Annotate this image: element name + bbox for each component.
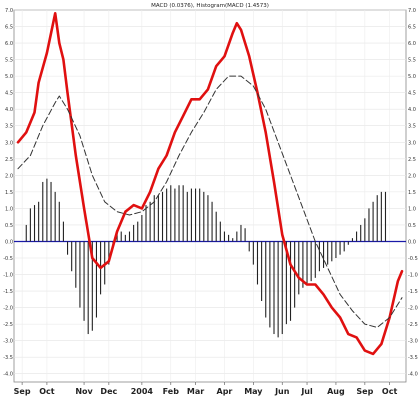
y-tick-label: 4.0 — [5, 107, 13, 113]
signal-line — [17, 75, 403, 328]
y-tick-label: 0.5 — [5, 223, 13, 229]
y-tick-label: 1.0 — [408, 206, 416, 212]
y-tick-label: 6.0 — [408, 41, 416, 47]
y-axis-right: 7.0 6.5 6.0 5.5 5.0 4.5 4.0 3.5 3.0 2.5 2.0 1.5 1.0 0… — [408, 8, 418, 378]
y-tick-label: 0.5 — [408, 223, 416, 229]
y-tick-label: -3.0 — [3, 339, 13, 345]
y-tick-label: 7.0 — [408, 8, 416, 14]
x-tick-label: Feb — [163, 387, 180, 396]
x-tick-label: Jul — [300, 387, 313, 396]
y-tick-label: 0.0 — [408, 239, 416, 245]
y-tick-label: 1.0 — [5, 206, 13, 212]
y-tick-label: 6.5 — [408, 25, 416, 31]
y-tick-label: 2.5 — [5, 157, 13, 163]
y-tick-label: 1.5 — [5, 190, 13, 196]
y-tick-label: 4.5 — [5, 91, 13, 97]
y-tick-label: -2.0 — [3, 306, 13, 312]
x-tick-label: Sep — [14, 387, 31, 396]
series-layer — [16, 12, 404, 356]
x-tick-label: Nov — [75, 387, 93, 396]
y-tick-label: 0.0 — [5, 239, 13, 245]
y-tick-label: 5.5 — [408, 58, 416, 64]
y-tick-label: 2.0 — [408, 173, 416, 179]
y-tick-label: -4.0 — [3, 372, 13, 378]
x-tick-label: Aug — [327, 387, 345, 396]
y-tick-label: -0.5 — [3, 256, 13, 262]
y-tick-label: 4.0 — [408, 107, 416, 113]
y-tick-label: 6.0 — [5, 41, 13, 47]
y-tick-label: 2.5 — [408, 157, 416, 163]
y-tick-label: -3.5 — [3, 355, 13, 361]
x-tick-label: Mar — [187, 387, 204, 396]
x-tick-label: Dec — [100, 387, 117, 396]
y-tick-label: 7.0 — [5, 8, 13, 14]
y-tick-label: -1.0 — [408, 273, 418, 279]
y-tick-label: -2.5 — [408, 322, 418, 328]
y-tick-label: -2.5 — [3, 322, 13, 328]
x-tick-label: Oct — [39, 387, 55, 396]
y-tick-label: 1.5 — [408, 190, 416, 196]
y-tick-label: -1.0 — [3, 273, 13, 279]
y-tick-label: 6.5 — [5, 25, 13, 31]
y-tick-label: 3.5 — [408, 124, 416, 130]
y-tick-label: 2.0 — [5, 173, 13, 179]
y-tick-label: 5.0 — [408, 74, 416, 80]
y-tick-label: 3.0 — [408, 140, 416, 146]
x-tick-label: Jun — [274, 387, 290, 396]
y-tick-label: -1.5 — [3, 289, 13, 295]
x-tick-label: Sep — [356, 387, 373, 396]
y-tick-label: 4.5 — [408, 91, 416, 97]
plot-area — [13, 9, 407, 383]
y-tick-label: -0.5 — [408, 256, 418, 262]
y-tick-label: 3.5 — [5, 124, 13, 130]
chart-title: MACD (0.0376), Histogram(MACD (1.4573) — [151, 3, 269, 9]
macd-line — [16, 12, 404, 356]
y-tick-label: -2.0 — [408, 306, 418, 312]
x-tick-label: May — [244, 387, 263, 396]
y-tick-label: -1.5 — [408, 289, 418, 295]
x-tick-label: Apr — [217, 387, 233, 396]
x-axis: Sep Oct Nov Dec 2004 Feb Mar Apr May Jun Jul Aug Sep… — [14, 382, 398, 396]
y-tick-label: 5.5 — [5, 58, 13, 64]
y-tick-label: -3.0 — [408, 339, 418, 345]
y-tick-label: 3.0 — [5, 140, 13, 146]
x-tick-label: Oct — [382, 387, 398, 396]
y-tick-label: 5.0 — [5, 74, 13, 80]
y-axis-left: 7.0 6.5 6.0 5.5 5.0 4.5 4.0 3.5 3.0 2.5 2.0 1.5 1.0 0… — [3, 8, 13, 378]
x-tick-label: 2004 — [131, 387, 154, 396]
y-tick-label: -4.0 — [408, 372, 418, 378]
y-tick-label: -3.5 — [408, 355, 418, 361]
